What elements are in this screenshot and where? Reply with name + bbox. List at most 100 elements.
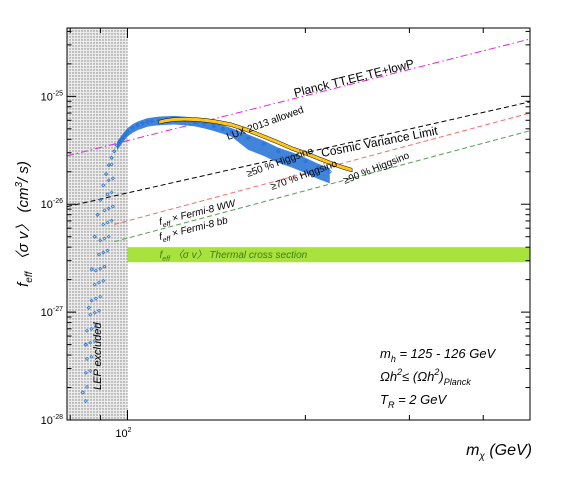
point-rise-1-1 <box>89 354 94 359</box>
point-rise-3-3 <box>98 266 103 271</box>
point-rise-0-2 <box>83 370 88 375</box>
point-higgsino-18 <box>135 123 140 128</box>
point-rise-5-0 <box>105 248 110 253</box>
point-higgsino-32 <box>261 142 266 147</box>
point-rise-6-2 <box>109 190 114 195</box>
x-label-sub: χ <box>478 451 485 462</box>
point-rise-3-1 <box>98 294 103 299</box>
point-higgsino-12 <box>114 143 120 148</box>
y-tick-label-2: 10-26 <box>41 198 63 211</box>
info-line-mass: mh = 125 - 126 GeV <box>380 346 497 364</box>
point-higgsino-11 <box>112 149 117 154</box>
point-rise-4-1 <box>102 264 107 269</box>
point-rise-3-5 <box>98 238 103 243</box>
point-higgsino-15 <box>122 132 128 137</box>
point-rise-0-1 <box>84 384 89 389</box>
point-rise-5-5 <box>106 178 111 183</box>
series-layer <box>80 115 353 403</box>
point-higgsino-20 <box>145 119 150 125</box>
reference-lines-layer <box>67 38 530 243</box>
point-higgsino-4 <box>92 234 97 239</box>
point-higgsino-33 <box>276 149 281 154</box>
point-rise-4-0 <box>101 278 106 283</box>
x-axis-label: mχ (GeV) <box>466 442 532 462</box>
y-label-f: f <box>15 281 32 287</box>
point-higgsino-34 <box>290 153 295 159</box>
point-higgsino-28 <box>211 123 216 129</box>
point-higgsino-17 <box>130 125 135 131</box>
point-rise-5-4 <box>105 192 110 197</box>
x-tick-label-0: 102 <box>115 427 131 440</box>
point-rise-1-5 <box>89 298 94 303</box>
info-line-temp: TR = 2 GeV <box>380 392 447 410</box>
point-rise-1-4 <box>88 312 93 317</box>
point-rise-4-4 <box>101 222 106 227</box>
point-rise-2-3 <box>93 296 98 301</box>
point-higgsino-31 <box>245 135 251 141</box>
axes-layer: 10-28 10-27 10-26 10-25 102 <box>41 28 530 440</box>
point-rise-4-2 <box>101 250 106 255</box>
point-rise-3-0 <box>97 308 102 313</box>
point-rise-2-1 <box>93 324 98 329</box>
point-rise-0-4 <box>83 342 88 347</box>
y-tick-label-1: 10-27 <box>41 306 63 319</box>
point-rise-5-3 <box>106 206 111 211</box>
thermal-band-layer: feff 〈σ v〉 Thermal cross section <box>127 247 530 263</box>
point-higgsino-13 <box>117 139 122 144</box>
point-rise-5-2 <box>105 220 110 225</box>
y-tick-label-3: 10-25 <box>41 90 63 103</box>
point-higgsino-21 <box>149 118 155 124</box>
point-rise-2-0 <box>92 338 97 343</box>
plot-border <box>66 27 531 421</box>
y-label-end: / s) <box>15 161 32 183</box>
point-higgsino-0 <box>80 390 85 395</box>
point-higgsino-35 <box>303 159 308 164</box>
excluded-region-layer: LEP excluded <box>67 28 128 420</box>
y-axis-label: feff 〈σ v〉 (cm3/ s) <box>14 161 35 287</box>
point-higgsino-10 <box>109 155 114 160</box>
point-rise-6-0 <box>109 218 114 223</box>
point-rise-6-1 <box>110 204 115 209</box>
ref-line-0 <box>67 38 530 157</box>
series-lux-band <box>158 116 353 173</box>
point-higgsino-5 <box>95 212 100 217</box>
point-rise-4-5 <box>102 208 107 213</box>
point-higgsino-9 <box>106 163 112 168</box>
point-rise-1-3 <box>89 326 94 331</box>
point-rise-3-4 <box>97 252 102 257</box>
y-label-mid: 〈σ v〉 (cm <box>15 188 32 272</box>
plot-frame <box>67 28 530 420</box>
point-rise-5-1 <box>106 234 111 239</box>
point-higgsino-16 <box>125 129 130 134</box>
point-rise-0-5 <box>84 328 89 333</box>
excluded-region-label: LEP excluded <box>92 322 104 390</box>
point-higgsino-14 <box>120 135 125 141</box>
x-label-base: m <box>466 442 479 459</box>
point-rise-1-0 <box>88 368 93 373</box>
point-rise-4-3 <box>102 236 107 241</box>
thermal-band-label: feff 〈σ v〉 Thermal cross section <box>159 249 307 263</box>
point-rise-2-4 <box>92 282 97 287</box>
thermal-band <box>127 247 530 263</box>
point-rise-3-2 <box>97 280 102 285</box>
point-rise-1-2 <box>88 340 93 345</box>
point-higgsino-36 <box>315 165 321 170</box>
ref-line-1 <box>67 101 530 208</box>
point-higgsino-27 <box>202 121 207 126</box>
point-higgsino-30 <box>229 129 234 134</box>
point-rise-6-4 <box>109 162 114 167</box>
point-higgsino-29 <box>220 126 225 131</box>
point-rise-0-3 <box>84 356 89 361</box>
point-higgsino-37 <box>327 169 332 174</box>
point-higgsino-6 <box>98 197 103 202</box>
point-higgsino-2 <box>86 305 91 310</box>
x-label-rest: (GeV) <box>485 442 532 459</box>
point-higgsino-19 <box>140 121 145 126</box>
y-label-sup: 3 <box>14 182 25 188</box>
info-line-relic: Ωh2≤ (Ωh2)Planck <box>380 367 471 387</box>
y-label-sub: eff <box>24 270 35 282</box>
info-box: mh = 125 - 126 GeV Ωh2≤ (Ωh2)Planck TR =… <box>380 346 497 410</box>
point-higgsino-7 <box>101 183 106 188</box>
